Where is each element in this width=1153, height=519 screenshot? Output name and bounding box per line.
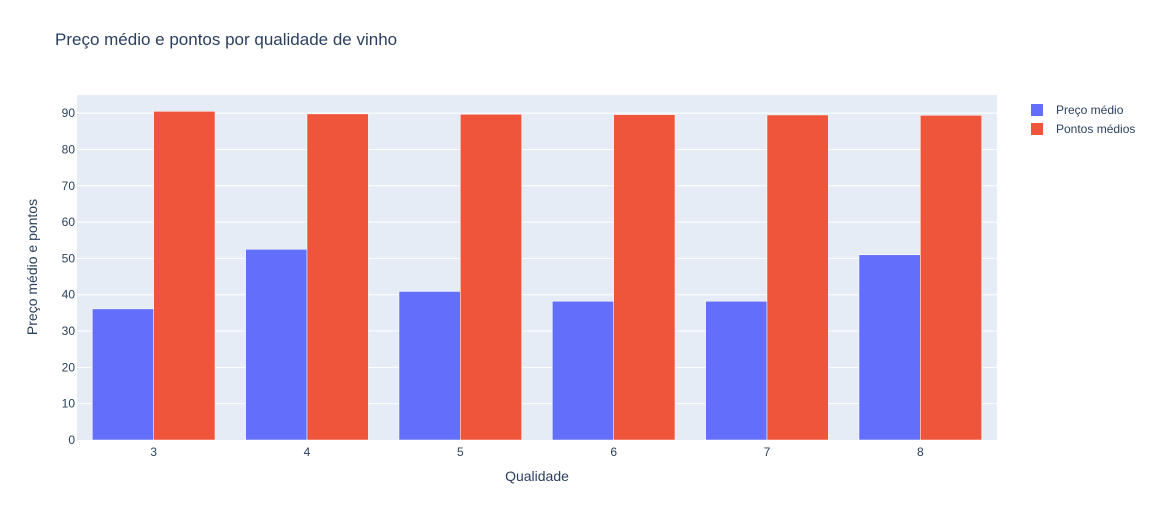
bar-preco-medio-5[interactable] [398,291,461,441]
y-tick-label: 80 [62,142,76,156]
bar-preco-medio-8[interactable] [858,254,921,441]
bar-preco-medio-4[interactable] [245,249,308,441]
x-axis-title: Qualidade [505,468,569,484]
y-tick-label: 70 [62,179,76,193]
x-tick-label: 3 [150,445,157,459]
y-tick-label: 50 [62,251,76,265]
legend-item[interactable]: Preço médio [1031,103,1124,117]
legend-swatch [1031,104,1043,116]
grid-lines [77,112,997,405]
y-axis-title: Preço médio e pontos [24,199,40,335]
bar-preco-medio-6[interactable] [552,301,614,441]
y-tick-label: 60 [62,215,76,229]
x-tick-label: 6 [610,445,617,459]
chart-title: Preço médio e pontos por qualidade de vi… [55,30,397,49]
x-tick-label: 8 [917,445,924,459]
bar-pontos-medios-3[interactable] [153,111,216,441]
legend-label: Pontos médios [1056,122,1135,136]
legend-label: Preço médio [1056,103,1124,117]
plot-area [77,95,997,440]
y-tick-label: 90 [62,106,76,120]
bar-preco-medio-3[interactable] [92,308,154,441]
y-tick-label: 20 [62,360,76,374]
legend-swatch [1031,123,1043,135]
y-axis-ticks: 0 10 20 30 40 50 60 70 80 90 [62,106,76,447]
bar-pontos-medios-4[interactable] [306,113,369,441]
bar-preco-medio-7[interactable] [705,301,768,441]
y-tick-label: 0 [68,433,75,447]
bars [92,111,982,441]
x-axis-ticks: 3 4 5 6 7 8 [150,445,924,459]
y-tick-label: 40 [62,288,76,302]
legend[interactable]: Preço médio Pontos médios [1031,103,1135,136]
bar-pontos-medios-8[interactable] [920,115,982,441]
y-tick-label: 10 [62,397,76,411]
x-tick-label: 5 [457,445,464,459]
x-tick-label: 7 [764,445,771,459]
bar-pontos-medios-7[interactable] [766,114,829,441]
x-tick-label: 4 [304,445,311,459]
bar-pontos-medios-6[interactable] [613,114,676,441]
bar-pontos-medios-5[interactable] [460,113,522,441]
y-tick-label: 30 [62,324,76,338]
legend-item[interactable]: Pontos médios [1031,122,1135,136]
